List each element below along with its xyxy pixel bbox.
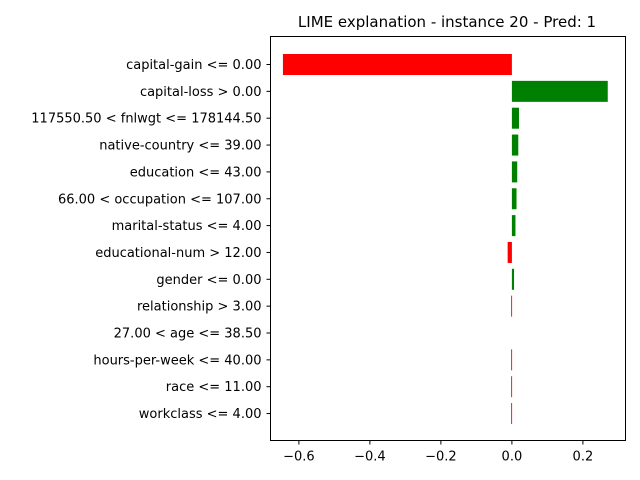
bar-9 <box>511 295 513 317</box>
bar-1 <box>511 80 608 102</box>
bar-5 <box>511 188 517 210</box>
bar-4 <box>511 161 518 183</box>
y-tick-label-8: gender <= 0.00 <box>156 273 261 288</box>
x-tick-label-2: −0.2 <box>425 450 457 465</box>
bars-layer <box>282 54 608 425</box>
bar-12 <box>511 376 513 398</box>
y-axis: capital-gain <= 0.00 capital-loss > 0.00 1… <box>31 58 271 422</box>
x-axis: −0.6 −0.4 −0.2 0.0 0.2 <box>283 440 594 465</box>
y-tick-label-13: workclass <= 4.00 <box>139 407 262 422</box>
x-tick-label-0: −0.6 <box>283 450 315 465</box>
y-tick-label-5: 66.00 < occupation <= 107.00 <box>58 192 262 207</box>
bar-3 <box>511 134 519 156</box>
y-tick-label-2: 117550.50 < fnlwgt <= 178144.50 <box>31 112 261 127</box>
y-tick-label-6: marital-status <= 4.00 <box>112 219 262 234</box>
plot-frame <box>270 36 626 441</box>
bar-8 <box>511 268 515 290</box>
bar-6 <box>511 215 516 237</box>
y-tick-label-7: educational-num > 12.00 <box>95 246 261 261</box>
bar-0 <box>282 54 512 75</box>
y-tick-label-11: hours-per-week <= 40.00 <box>93 353 261 368</box>
y-tick-label-4: education <= 43.00 <box>130 165 262 180</box>
bar-13 <box>511 403 513 425</box>
bar-7 <box>507 241 512 263</box>
chart-title: LIME explanation - instance 20 - Pred: 1 <box>298 13 596 31</box>
x-tick-label-4: 0.2 <box>573 450 594 465</box>
y-tick-label-9: relationship > 3.00 <box>137 300 262 315</box>
x-tick-label-1: −0.4 <box>354 450 386 465</box>
x-tick-label-3: 0.0 <box>502 450 523 465</box>
y-tick-label-1: capital-loss > 0.00 <box>140 85 262 100</box>
y-tick-label-0: capital-gain <= 0.00 <box>126 58 261 73</box>
bar-11 <box>511 349 513 371</box>
bar-2 <box>511 107 519 129</box>
y-tick-label-10: 27.00 < age <= 38.50 <box>114 327 262 342</box>
y-tick-label-3: native-country <= 39.00 <box>99 139 261 154</box>
y-tick-label-12: race <= 11.00 <box>166 380 262 395</box>
